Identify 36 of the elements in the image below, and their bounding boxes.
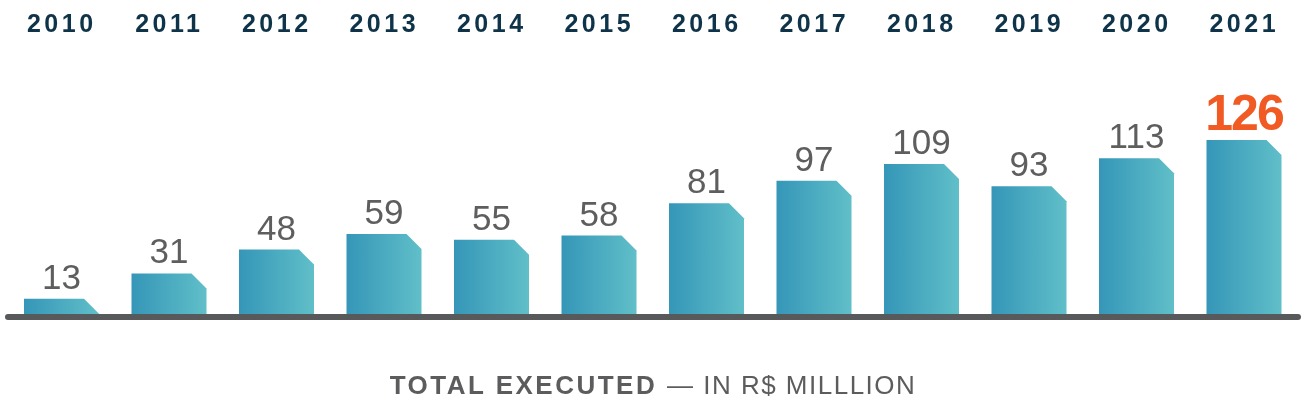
x-tick-label: 2019 [994,9,1065,37]
bar [884,163,959,317]
bar [239,249,314,317]
bar [454,239,529,317]
x-tick-label: 2017 [779,9,850,37]
data-label: 97 [794,138,834,178]
x-tick-label: 2016 [671,9,742,37]
bar [1099,158,1174,317]
data-label: 126 [1205,85,1283,141]
bar [991,186,1067,317]
x-tick-label: 2015 [564,9,635,37]
data-label: 58 [579,193,619,233]
x-tick-label: 2013 [349,9,420,37]
x-tick-label: 2018 [886,9,957,37]
bar [346,234,422,317]
data-label: 93 [1009,144,1049,184]
data-label: 55 [472,197,511,237]
data-label: 31 [149,231,189,271]
bar [1206,140,1282,317]
bar [669,203,744,317]
x-tick-label: 2011 [135,9,204,37]
bar [776,180,852,317]
x-tick-label: 2010 [26,9,97,37]
data-label: 113 [1108,116,1165,156]
x-tick-label: 2012 [241,9,312,37]
x-tick-label: 2021 [1209,9,1280,37]
data-label: 109 [892,121,951,161]
data-label: 48 [257,207,296,247]
x-axis-title: TOTAL EXECUTED — IN R$ MILLLION [389,370,917,400]
x-tick-label: 2014 [456,9,527,37]
data-label: 81 [687,161,726,201]
x-tick-label: 2020 [1101,9,1172,37]
data-label: 59 [364,192,404,232]
data-label: 13 [42,256,81,296]
bar [561,235,637,317]
bar [131,273,207,317]
